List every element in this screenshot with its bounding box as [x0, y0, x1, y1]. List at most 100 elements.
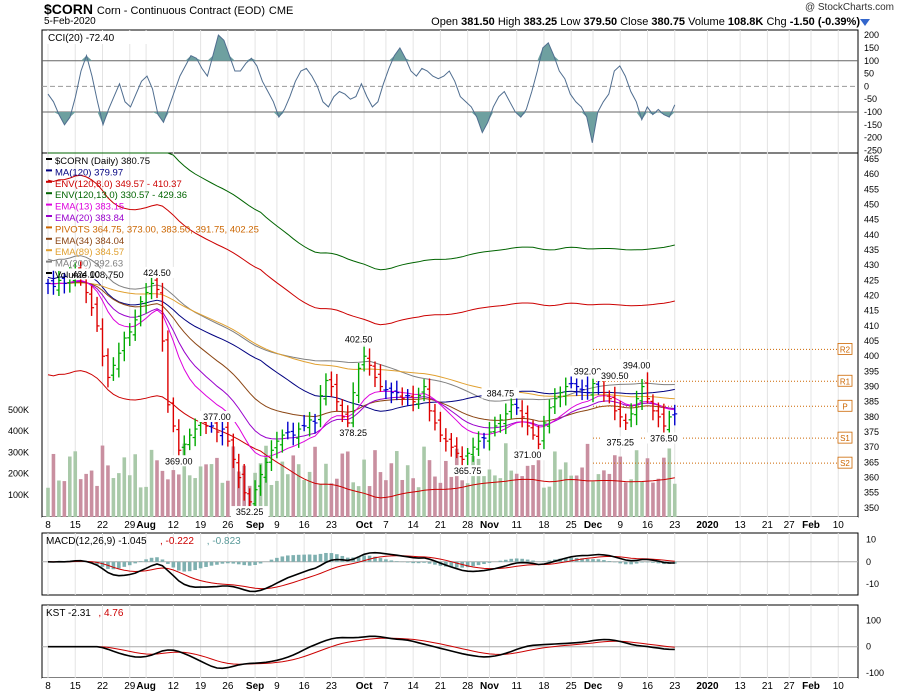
macd-histogram-bar	[471, 561, 475, 567]
macd-histogram-bar	[318, 553, 323, 562]
exchange: CME	[268, 5, 294, 17]
macd-histogram-bar	[395, 561, 399, 562]
macd-histogram-bar	[623, 561, 628, 565]
volume-bar	[117, 473, 121, 517]
annotation-label: 371.00	[514, 450, 542, 460]
macd-histogram-bar	[166, 561, 170, 564]
volume-bar	[651, 482, 655, 517]
macd-tick-label: 0	[866, 557, 871, 567]
annotation-label: 376.50	[650, 434, 678, 444]
price-tick-label: 430	[864, 260, 879, 270]
price-annotation: 392.00	[568, 365, 607, 377]
x-tick-label: 27	[784, 520, 796, 531]
volume-bar	[569, 475, 573, 517]
annotation-box	[617, 359, 656, 371]
volume-bar	[89, 470, 94, 517]
time-axis-strip	[42, 517, 858, 531]
cci-legend: CCI(20) -72.40	[48, 33, 115, 44]
price-tick-label: 405	[864, 336, 879, 346]
annotation-box	[138, 266, 176, 278]
low-value: 379.50	[583, 16, 618, 28]
volume-bar	[509, 470, 514, 517]
volume-bar	[46, 487, 50, 517]
price-tick-label: 350	[864, 503, 879, 513]
x-tick-label: 29	[124, 520, 136, 531]
volume-bar	[602, 470, 606, 517]
cci-tick-label: 200	[864, 30, 879, 40]
x-tick-label: 9	[274, 681, 280, 692]
macd-histogram-bar	[509, 558, 514, 562]
pivot-label-box	[837, 374, 853, 387]
price-tick-label: 460	[864, 169, 879, 179]
macd-histogram-bar	[602, 560, 606, 562]
price-annotation: 377.00	[198, 411, 236, 422]
x-tick-label: 11	[512, 520, 523, 531]
macd-histogram-bar	[427, 561, 432, 564]
macd-line	[47, 551, 675, 593]
volume-bar	[133, 454, 137, 517]
macd-histogram-bar	[454, 561, 459, 568]
volume-bar	[471, 456, 475, 517]
macd-histogram-bar	[514, 558, 519, 562]
volume-bar	[672, 483, 677, 517]
macd-histogram-bar	[160, 559, 165, 562]
pivot-label-group: R2	[837, 343, 853, 355]
macd-histogram-bar	[378, 558, 383, 562]
price-tick-label: 425	[864, 275, 879, 285]
triangle-down-icon[interactable]	[860, 19, 870, 27]
macd-legend-label: , -0.222	[160, 536, 194, 547]
x-tick-label: 16	[642, 520, 654, 531]
macd-histogram-bar	[482, 561, 486, 565]
volume-bar	[160, 470, 165, 517]
x-tick-label: 16	[299, 681, 311, 692]
volume-bar	[542, 487, 546, 517]
annotation-box	[508, 449, 547, 461]
legend-label: ENV(120,13.0) 330.57 - 429.36	[55, 190, 187, 201]
macd-histogram-bar	[520, 558, 524, 562]
volume-bar	[400, 479, 405, 517]
x-tick-label: 23	[326, 520, 338, 531]
volume-bar	[531, 465, 535, 517]
macd-histogram-bar	[253, 561, 257, 566]
macd-histogram-bar	[596, 559, 601, 562]
volume-bar	[634, 450, 639, 517]
volume-bar	[460, 480, 464, 517]
x-tick-label: 9	[617, 681, 623, 692]
annotation-label: 424.50	[143, 268, 171, 278]
macd-histogram-bar	[416, 561, 421, 564]
kst-tick-label: -100	[866, 668, 884, 678]
time-grid	[47, 30, 839, 678]
volume-bar	[416, 487, 421, 517]
pivot-label: R1	[840, 377, 851, 386]
macd-legend-label: MACD(12,26,9) -1.045	[46, 536, 147, 547]
price-annotation: 375.25	[601, 436, 640, 448]
volume-bar	[433, 476, 437, 517]
volume-bar	[307, 471, 312, 517]
volume-bar	[280, 461, 285, 517]
x-tick-label: Dec	[584, 681, 603, 692]
volume-bar	[487, 469, 492, 517]
pivot-label: R2	[840, 345, 851, 354]
macd-histogram-bar	[133, 561, 137, 564]
macd-histogram-bar	[215, 561, 219, 565]
macd-signal-line	[48, 555, 675, 590]
volume-bar	[111, 478, 116, 517]
volume-tick-label: 500K	[8, 405, 29, 415]
open-value: 381.50	[461, 16, 495, 28]
x-tick-label: 28	[462, 681, 474, 692]
legend-label: EMA(34) 384.04	[55, 236, 124, 247]
cci-tick-label: -250	[864, 145, 882, 155]
price-tick-label: 395	[864, 366, 879, 376]
ohlc-readout: Open 381.50 High 383.25 Low 379.50 Close…	[431, 16, 860, 28]
volume-bar	[231, 446, 236, 517]
x-tick-label: 7	[383, 520, 389, 531]
price-tick-label: 410	[864, 321, 879, 331]
volume-bar	[187, 475, 192, 517]
macd-histogram-bar	[171, 561, 176, 568]
x-tick-label: Aug	[136, 520, 155, 531]
volume-bar	[536, 451, 541, 517]
price-tick-label: 450	[864, 200, 879, 210]
volume-bar	[291, 455, 296, 517]
x-tick-label: 10	[833, 520, 845, 531]
macd-panel	[41, 532, 859, 596]
